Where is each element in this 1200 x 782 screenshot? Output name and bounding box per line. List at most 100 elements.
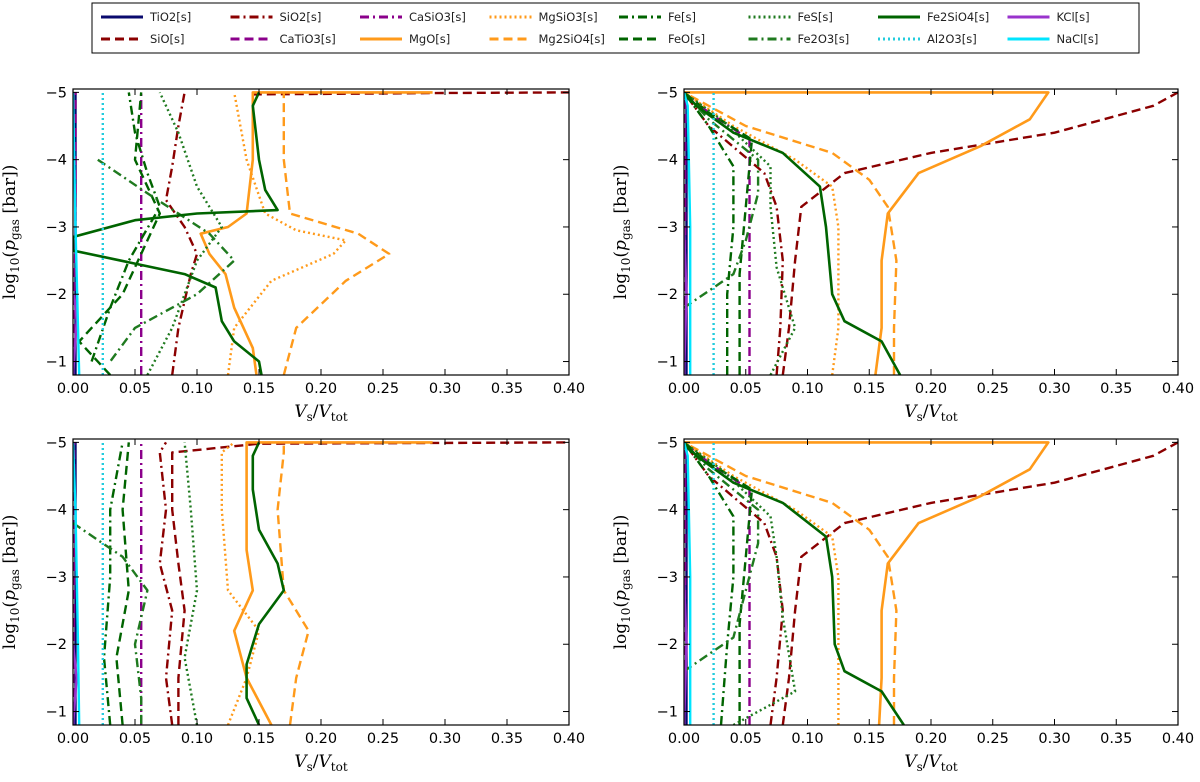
legend-frame [91, 2, 1140, 54]
x-tick-label: 0.00 [57, 381, 89, 397]
x-tick-label: 0.35 [1100, 731, 1132, 747]
x-tick-label: 0.05 [730, 381, 762, 397]
series-line [78, 92, 161, 375]
series-line [146, 91, 223, 375]
x-tick-label: 0.30 [1038, 381, 1070, 397]
legend-entry: KCl[s] [1057, 10, 1090, 24]
x-tick-label: 0.20 [305, 731, 337, 747]
x-tick-label: 0.35 [491, 381, 523, 397]
x-tick-label: 0.05 [119, 381, 151, 397]
series-line [684, 92, 692, 375]
y-tick-label: −3 [657, 220, 678, 236]
legend-entry: Fe2O3[s] [798, 32, 850, 46]
series-line [684, 441, 797, 725]
x-tick-label: 0.40 [553, 381, 585, 397]
series-line [252, 91, 569, 96]
series-line [781, 91, 1178, 375]
series-line [684, 441, 898, 725]
legend: TiO2[s] SiO[s] SiO2[s] CaTiO3[s] CaSiO3[s] Mg… [91, 2, 1140, 54]
legend-entry: Al2O3[s] [927, 32, 977, 46]
y-tick-label: −2 [657, 287, 678, 303]
x-tick-label: 0.15 [243, 731, 275, 747]
y-tick-label: −3 [657, 570, 678, 586]
x-tick-label: 0.20 [305, 381, 337, 397]
x-tick-label: 0.15 [853, 731, 885, 747]
series-line [684, 91, 760, 309]
panel-top-left: 0.00 0.05 0.10 0.15 0.20 0.25 0.30 0.35 0.40 −1 −2… [0, 85, 585, 424]
y-tick-label: −1 [46, 705, 67, 721]
x-axis-label: Vs/Vtot [294, 752, 348, 774]
y-axis-label: log10(pgas [bar]) [611, 165, 633, 300]
y-tick-label: −2 [46, 287, 67, 303]
x-tick-label: 0.05 [119, 731, 151, 747]
legend-entry: CaSiO3[s] [409, 10, 466, 24]
series-line [171, 441, 569, 725]
series-line [73, 522, 149, 725]
legend-entry: TiO2[s] [149, 10, 191, 24]
x-tick-label: 0.25 [367, 381, 399, 397]
series-line [781, 441, 1178, 725]
series-line [684, 441, 735, 725]
y-axis-label: log10(pgas [bar]) [0, 165, 22, 300]
x-tick-label: 0.25 [977, 381, 1009, 397]
series-line [684, 91, 1050, 375]
legend-entry: FeO[s] [668, 32, 705, 46]
x-tick-label: 0.10 [181, 381, 213, 397]
x-tick-label: 0.40 [553, 731, 585, 747]
series-line [684, 441, 1050, 725]
legend-entry: MgO[s] [409, 32, 450, 46]
y-tick-label: −3 [46, 570, 67, 586]
x-tick-label: 0.00 [668, 731, 700, 747]
series-line [684, 91, 898, 375]
panels: 0.00 0.05 0.10 0.15 0.20 0.25 0.30 0.35 0.40 −1 −2… [0, 85, 1194, 774]
y-tick-label: −4 [46, 153, 67, 169]
series-line [158, 441, 174, 725]
y-tick-label: −4 [657, 503, 678, 519]
y-tick-label: −5 [46, 435, 67, 451]
y-tick-label: −1 [657, 355, 678, 371]
legend-entry: SiO2[s] [280, 10, 322, 24]
series-line [684, 441, 760, 673]
y-axis-label: log10(pgas [bar]) [0, 515, 22, 650]
series-line [245, 441, 286, 725]
x-tick-label: 0.25 [367, 731, 399, 747]
x-tick-label: 0.30 [429, 731, 461, 747]
x-tick-label: 0.30 [1038, 731, 1070, 747]
series-group [684, 441, 1178, 725]
y-tick-label: −2 [657, 637, 678, 653]
y-tick-label: −1 [46, 355, 67, 371]
x-tick-label: 0.05 [730, 731, 762, 747]
series-line [282, 92, 391, 375]
series-line [97, 158, 236, 363]
axes-frame [683, 438, 1179, 726]
series-line [684, 441, 905, 725]
legend-entry: CaTiO3[s] [280, 32, 336, 46]
series-group [73, 91, 569, 375]
series-group [73, 441, 569, 725]
x-tick-label: 0.10 [791, 731, 823, 747]
x-tick-label: 0.15 [243, 381, 275, 397]
series-line [73, 91, 279, 375]
series-line [73, 644, 78, 725]
x-axis-label: Vs/Vtot [904, 402, 958, 424]
y-tick-label: −3 [46, 220, 67, 236]
legend-entry: MgSiO3[s] [539, 10, 598, 24]
y-tick-label: −5 [657, 435, 678, 451]
y-tick-label: −5 [46, 85, 67, 101]
x-tick-label: 0.40 [1162, 731, 1194, 747]
x-tick-label: 0.35 [1100, 381, 1132, 397]
x-tick-label: 0.15 [853, 381, 885, 397]
legend-entry: NaCl[s] [1057, 32, 1099, 46]
series-line [684, 91, 797, 375]
series-line [115, 442, 130, 725]
x-tick-label: 0.20 [915, 731, 947, 747]
series-line [102, 442, 124, 725]
legend-entry: Fe[s] [668, 10, 696, 24]
y-tick-label: −2 [46, 637, 67, 653]
series-line [183, 442, 199, 725]
series-line [232, 441, 433, 725]
x-tick-label: 0.00 [57, 731, 89, 747]
x-tick-label: 0.40 [1162, 381, 1194, 397]
